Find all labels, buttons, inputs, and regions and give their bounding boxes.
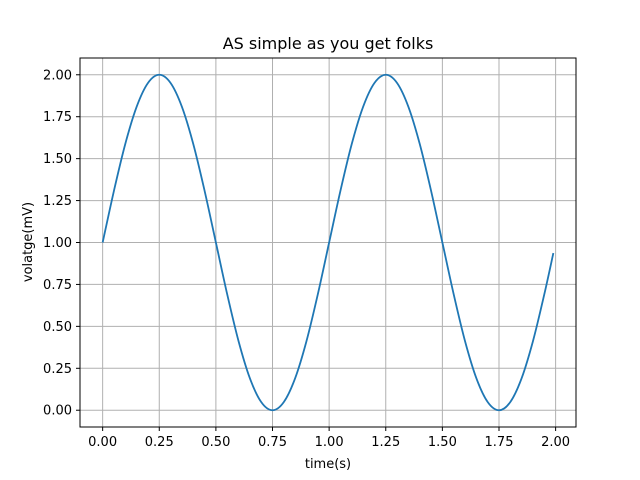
y-tick-label: 1.00 bbox=[43, 236, 72, 251]
chart-title: AS simple as you get folks bbox=[223, 34, 434, 53]
y-tick-label: 1.50 bbox=[43, 152, 72, 167]
y-axis-label: volatge(mV) bbox=[21, 202, 36, 282]
y-tick-label: 0.00 bbox=[43, 404, 72, 419]
y-tick-label: 1.25 bbox=[43, 194, 72, 209]
x-axis-ticks: 0.00 0.25 0.50 0.75 1.00 1.25 1.50 1.75 2.00 bbox=[88, 427, 570, 450]
y-tick-label: 0.50 bbox=[43, 320, 72, 335]
x-tick-label: 1.00 bbox=[315, 435, 344, 450]
y-tick-label: 2.00 bbox=[43, 68, 72, 83]
x-tick-label: 0.25 bbox=[145, 435, 174, 450]
x-axis-label: time(s) bbox=[305, 457, 351, 472]
x-tick-label: 1.75 bbox=[485, 435, 514, 450]
y-tick-label: 0.75 bbox=[43, 278, 72, 293]
y-tick-label: 0.25 bbox=[43, 362, 72, 377]
grid bbox=[80, 58, 576, 427]
y-axis-ticks: 0.00 0.25 0.50 0.75 1.00 1.25 1.50 1.75 2.00 bbox=[43, 68, 80, 419]
x-tick-label: 0.50 bbox=[201, 435, 230, 450]
x-tick-label: 0.75 bbox=[258, 435, 287, 450]
y-tick-label: 1.75 bbox=[43, 110, 72, 125]
x-tick-label: 2.00 bbox=[541, 435, 570, 450]
x-tick-label: 0.00 bbox=[88, 435, 117, 450]
series-line-0 bbox=[101, 73, 555, 412]
series-layer bbox=[101, 73, 555, 412]
x-tick-label: 1.25 bbox=[371, 435, 400, 450]
x-tick-label: 1.50 bbox=[428, 435, 457, 450]
